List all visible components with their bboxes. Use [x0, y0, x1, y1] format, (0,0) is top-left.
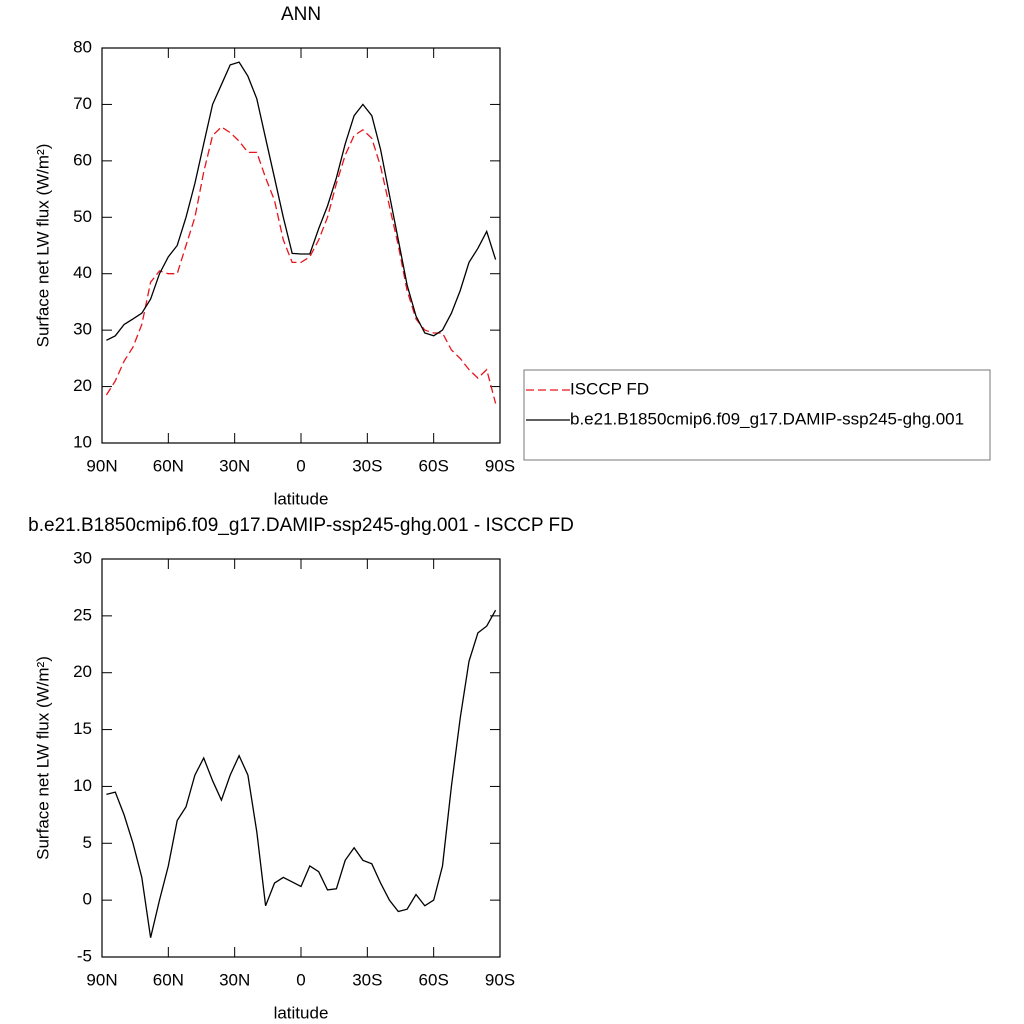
y-axis-label: Surface net LW flux (W/m²) — [33, 144, 52, 348]
x-tick-label: 60N — [153, 456, 184, 475]
y-tick-label: 25 — [73, 605, 92, 624]
y-tick-label: 40 — [73, 263, 92, 282]
legend-label: b.e21.B1850cmip6.f09_g17.DAMIP-ssp245-gh… — [570, 409, 964, 428]
x-tick-label: 90S — [485, 970, 515, 989]
plot-frame — [101, 558, 501, 958]
chart-title: ANN — [281, 4, 321, 25]
x-tick-label: 30S — [352, 970, 382, 989]
y-tick-label: 15 — [73, 719, 92, 738]
x-tick-label: 90N — [86, 456, 117, 475]
x-tick-label: 90S — [485, 456, 515, 475]
y-tick-label: 80 — [73, 37, 92, 56]
x-tick-label: 0 — [296, 456, 305, 475]
x-tick-label: 30N — [219, 456, 250, 475]
y-tick-label: 70 — [73, 94, 92, 113]
y-tick-label: 60 — [73, 150, 92, 169]
y-tick-label: 30 — [73, 320, 92, 339]
y-tick-label: 10 — [73, 432, 92, 451]
y-tick-label: 10 — [73, 776, 92, 795]
y-tick-label: 5 — [83, 833, 92, 852]
chart-title: b.e21.B1850cmip6.f09_g17.DAMIP-ssp245-gh… — [28, 515, 574, 536]
data-line — [106, 609, 497, 938]
data-line — [106, 61, 497, 341]
x-tick-label: 60S — [419, 456, 449, 475]
x-axis-label: latitude — [274, 1003, 329, 1022]
legend-label: ISCCP FD — [570, 379, 649, 398]
x-tick-label: 90N — [86, 970, 117, 989]
x-tick-label: 60S — [419, 970, 449, 989]
x-tick-label: 30N — [219, 970, 250, 989]
y-tick-label: 20 — [73, 662, 92, 681]
x-tick-label: 30S — [352, 456, 382, 475]
x-tick-label: 0 — [296, 970, 305, 989]
x-axis-label: latitude — [274, 489, 329, 508]
data-line — [105, 126, 497, 404]
y-tick-label: 50 — [73, 207, 92, 226]
x-tick-label: 60N — [153, 970, 184, 989]
y-tick-label: 30 — [73, 548, 92, 567]
plot-frame — [101, 47, 501, 444]
y-tick-label: 20 — [73, 376, 92, 395]
y-axis-label: Surface net LW flux (W/m²) — [33, 656, 52, 860]
y-tick-label: 0 — [83, 890, 92, 909]
y-tick-label: -5 — [77, 946, 92, 965]
legend-frame — [523, 369, 991, 461]
